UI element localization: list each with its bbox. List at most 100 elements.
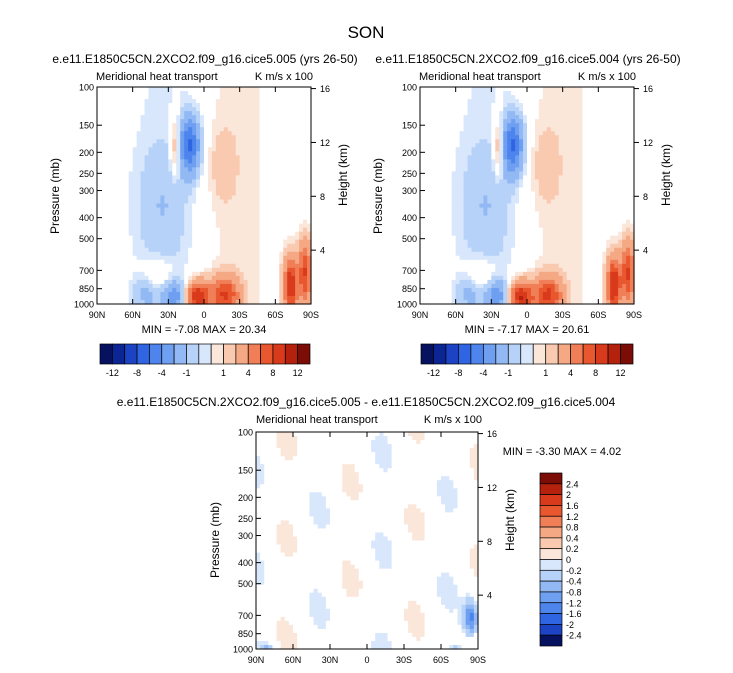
contour-cell	[427, 187, 433, 193]
contour-cell	[554, 127, 560, 132]
contour-cell	[192, 95, 197, 100]
contour-cell	[271, 183, 276, 189]
contour-cell	[546, 179, 552, 185]
contour-cell	[423, 131, 429, 136]
contour-cell	[188, 235, 193, 241]
contour-cell	[204, 127, 209, 132]
contour-cell	[215, 203, 221, 209]
contour-cell	[196, 167, 201, 172]
contour-cell	[455, 219, 461, 225]
contour-cell	[303, 295, 308, 301]
contour-cell	[188, 163, 193, 168]
contour-cell	[483, 103, 488, 108]
contour-cell	[204, 159, 209, 164]
contour-cell	[140, 227, 146, 233]
contour-cell	[251, 123, 257, 128]
contour-cell	[451, 155, 457, 160]
contour-cell	[104, 215, 110, 221]
contour-cell	[243, 279, 249, 285]
contour-cell	[200, 295, 205, 301]
contour-cell	[562, 187, 568, 193]
contour-cell	[523, 247, 528, 253]
contour-cell	[176, 127, 181, 132]
contour-cell	[223, 195, 229, 201]
contour-cell	[507, 251, 512, 257]
contour-cell	[204, 87, 209, 92]
contour-cell	[538, 195, 544, 201]
contour-cell	[443, 223, 449, 229]
contour-cell	[471, 159, 477, 164]
contour-cell	[200, 147, 205, 152]
contour-cell	[204, 99, 209, 104]
contour-cell	[140, 203, 146, 209]
contour-cell	[259, 195, 265, 201]
contour-cell	[255, 183, 261, 189]
contour-cell	[491, 211, 496, 217]
contour-cell	[196, 119, 201, 124]
contour-cell	[299, 235, 304, 241]
contour-cell	[196, 187, 201, 193]
contour-cell	[550, 227, 556, 233]
contour-cell	[519, 179, 524, 185]
contour-cell	[475, 159, 481, 164]
contour-cell	[546, 195, 552, 201]
contour-cell	[534, 155, 540, 160]
contour-cell	[455, 211, 461, 217]
contour-cell	[515, 295, 520, 301]
contour-cell	[188, 211, 193, 217]
contour-cell	[144, 231, 150, 237]
contour-cell	[215, 247, 221, 253]
contour-cell	[263, 291, 268, 297]
contour-cell	[196, 279, 201, 285]
contour-cell	[176, 147, 181, 152]
contour-cell	[467, 219, 473, 225]
contour-cell	[554, 231, 560, 237]
contour-cell	[546, 211, 552, 217]
contour-cell	[152, 287, 158, 293]
contour-cell	[451, 243, 457, 249]
contour-cell	[112, 271, 118, 277]
contour-cell	[132, 151, 138, 156]
contour-cell	[132, 107, 138, 112]
contour-cell	[299, 219, 304, 225]
contour-cell	[207, 95, 213, 100]
contour-cell	[467, 123, 473, 128]
contour-cell	[435, 271, 441, 277]
contour-cell	[247, 259, 253, 265]
contour-cell	[558, 203, 564, 209]
panel-1-contour-field	[97, 87, 312, 305]
contour-cell	[455, 175, 461, 181]
contour-cell	[148, 283, 154, 289]
contour-cell	[447, 127, 453, 132]
contour-cell	[124, 231, 130, 237]
contour-cell	[455, 111, 461, 116]
contour-cell	[443, 107, 449, 112]
contour-cell	[538, 95, 544, 100]
contour-cell	[527, 203, 532, 209]
contour-cell	[215, 151, 221, 156]
contour-cell	[104, 207, 110, 213]
contour-cell	[495, 135, 500, 140]
contour-cell	[487, 251, 492, 257]
contour-cell	[168, 119, 173, 124]
contour-cell	[144, 155, 150, 160]
contour-cell	[148, 243, 154, 249]
contour-cell	[192, 219, 197, 225]
contour-cell	[487, 295, 492, 301]
contour-cell	[562, 255, 568, 261]
contour-cell	[431, 259, 437, 265]
contour-cell	[427, 147, 433, 152]
contour-cell	[538, 111, 544, 116]
contour-cell	[104, 235, 110, 241]
contour-cell	[495, 259, 500, 265]
contour-cell	[124, 127, 130, 132]
contour-cell	[558, 259, 564, 265]
contour-cell	[447, 155, 453, 160]
contour-cell	[160, 107, 165, 112]
contour-cell	[542, 139, 548, 144]
contour-cell	[247, 115, 253, 120]
contour-cell	[283, 119, 288, 124]
contour-cell	[184, 143, 189, 148]
contour-cell	[279, 143, 284, 148]
contour-cell	[431, 127, 437, 132]
